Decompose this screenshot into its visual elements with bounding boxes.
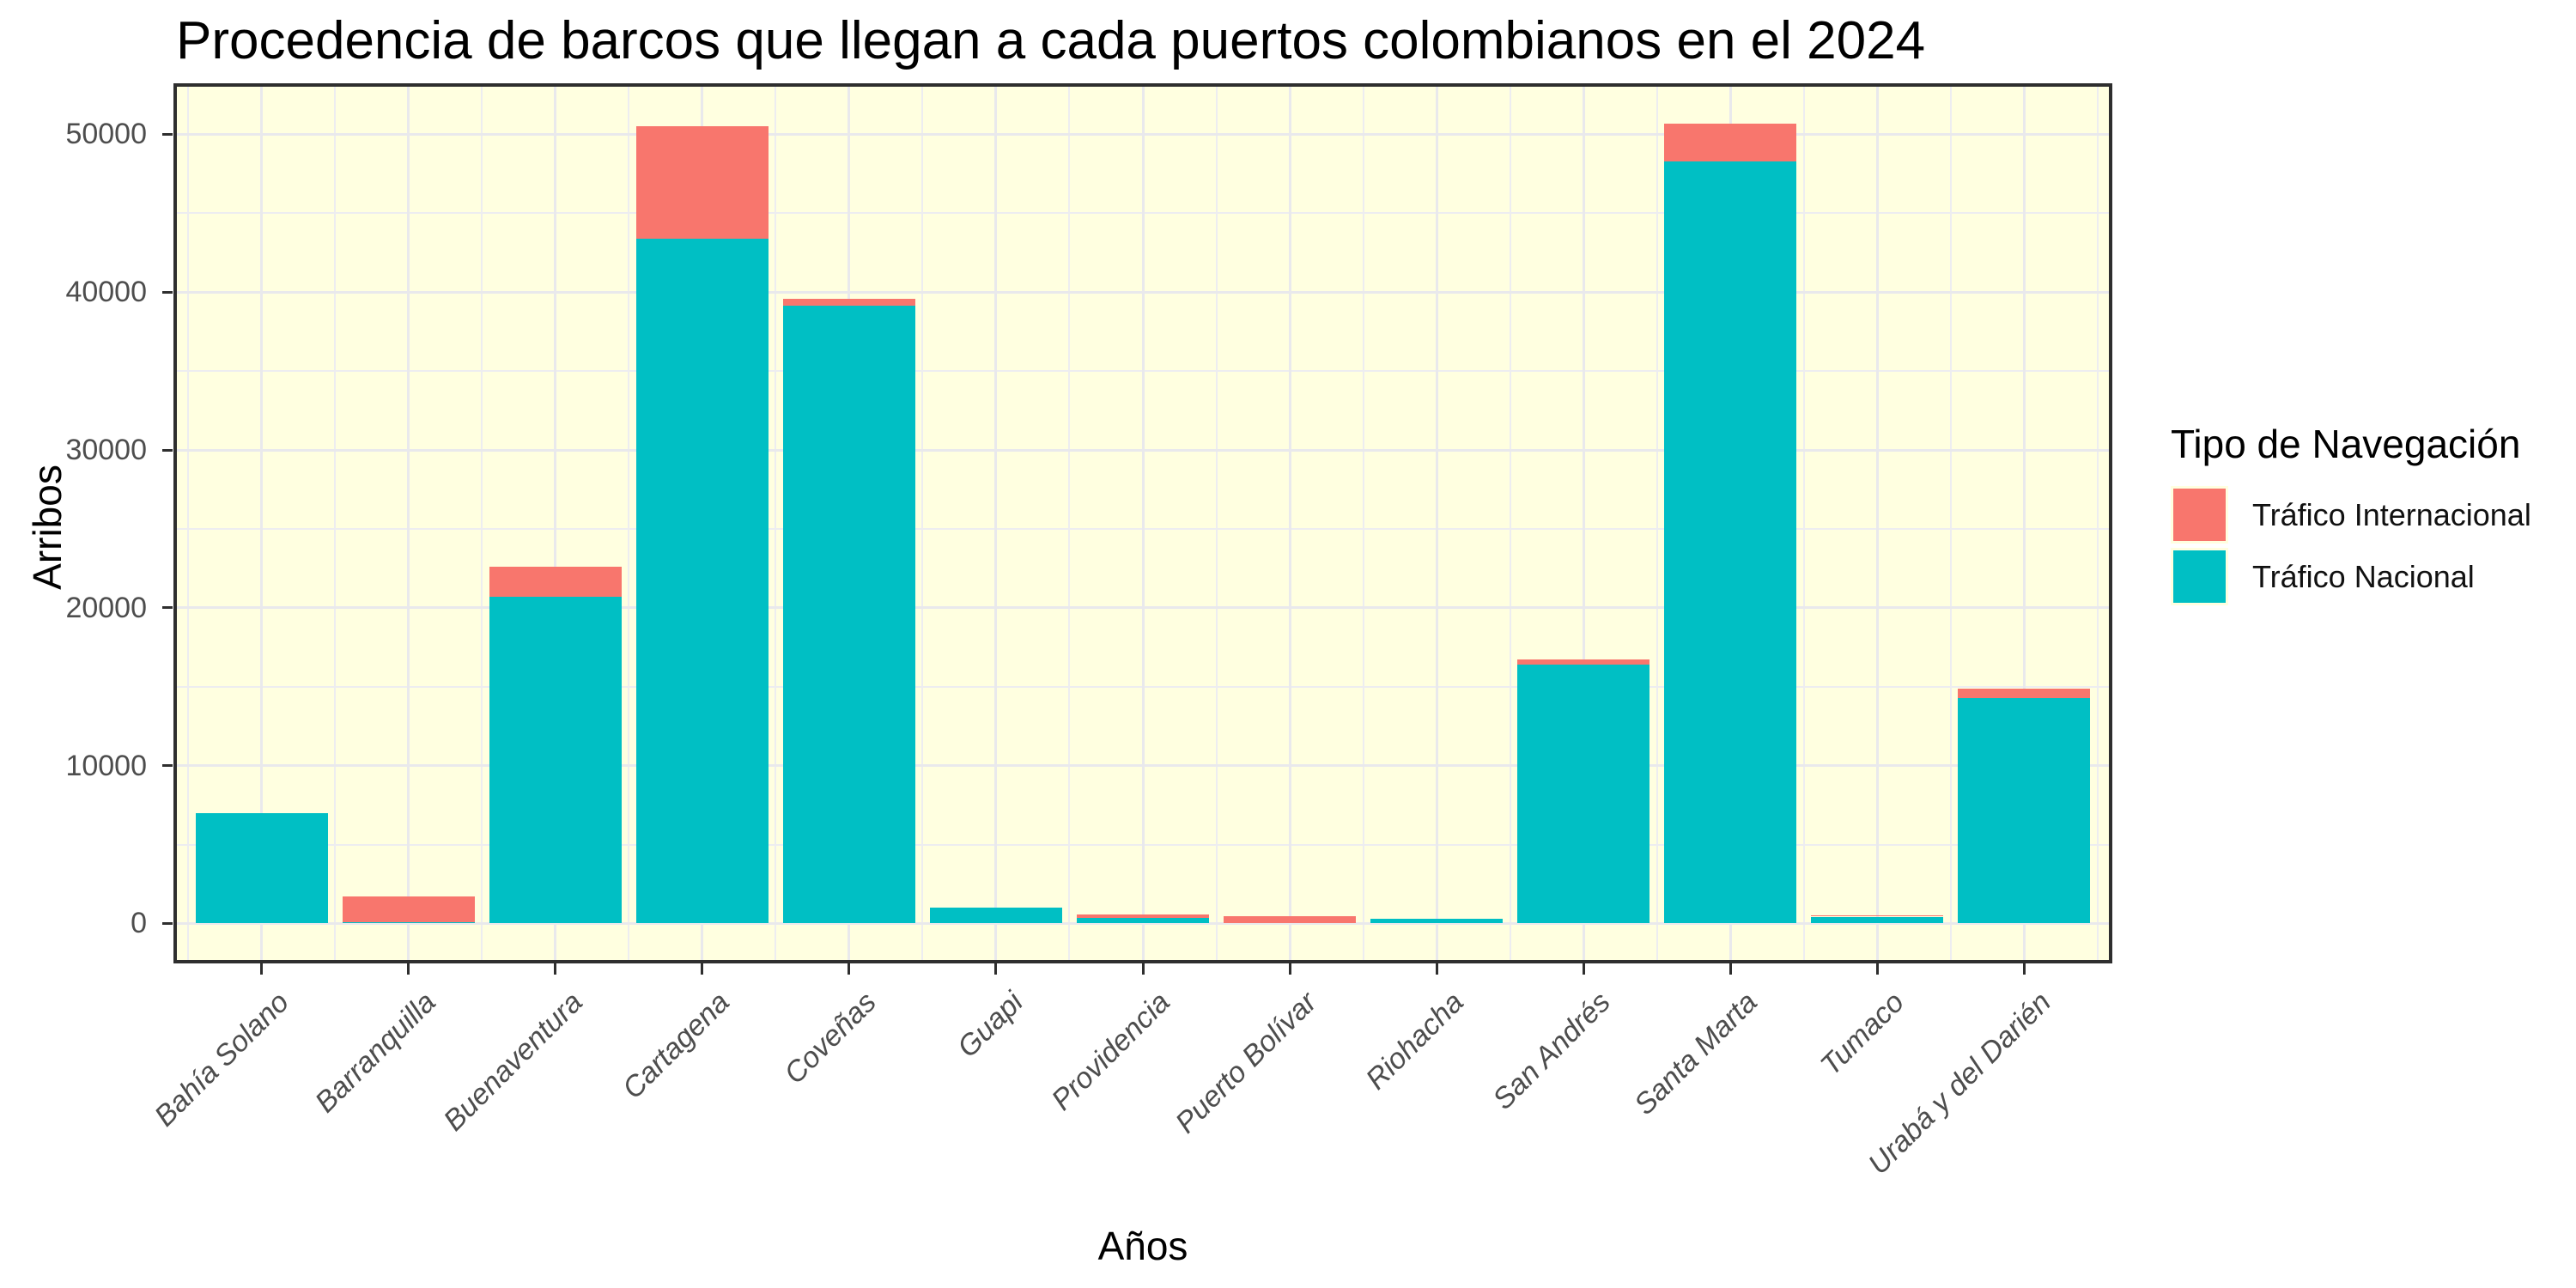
bar-segment-nacional xyxy=(1517,664,1650,924)
legend-swatch xyxy=(2171,548,2228,605)
gridline-major-vertical xyxy=(1288,83,1291,963)
legend-title: Tipo de Navegación xyxy=(2171,422,2521,466)
y-tick-label: 40000 xyxy=(65,276,147,309)
gridline-major-vertical xyxy=(1435,83,1438,963)
y-tick-label: 20000 xyxy=(65,591,147,624)
y-tick-mark xyxy=(162,448,173,452)
x-tick-mark xyxy=(1875,963,1879,975)
legend-swatch-color xyxy=(2173,489,2226,541)
bar-segment-nacional xyxy=(1958,697,2091,924)
bar-segment-internacional xyxy=(1811,915,1944,917)
x-axis-title: Años xyxy=(1097,1224,1188,1268)
gridline-major-vertical xyxy=(260,83,264,963)
bar-segment-internacional xyxy=(1664,123,1797,161)
gridline-minor-vertical xyxy=(628,83,630,963)
gridline-minor-vertical xyxy=(1068,83,1071,963)
x-tick-mark xyxy=(1582,963,1585,975)
bar-segment-nacional xyxy=(1811,916,1944,924)
bar-segment-internacional xyxy=(1958,688,2091,698)
plot-panel xyxy=(173,83,2112,963)
bar-segment-nacional xyxy=(782,306,915,924)
x-tick-label: Bahía Solano xyxy=(148,986,295,1133)
gridline-major-vertical xyxy=(2022,83,2026,963)
y-tick-mark xyxy=(162,764,173,768)
bar-segment-nacional xyxy=(1664,161,1797,924)
gridline-minor-vertical xyxy=(775,83,777,963)
x-tick-mark xyxy=(260,963,264,975)
legend: Tipo de Navegación Tráfico Internacional… xyxy=(2171,421,2531,610)
bar-segment-internacional xyxy=(1517,659,1650,665)
bar-segment-nacional xyxy=(635,238,769,924)
y-tick-mark xyxy=(162,921,173,925)
bar-segment-internacional xyxy=(1077,914,1209,918)
gridline-major-vertical xyxy=(994,83,998,963)
legend-label: Tráfico Nacional xyxy=(2252,558,2475,594)
x-tick-mark xyxy=(1435,963,1438,975)
gridline-minor-vertical xyxy=(921,83,924,963)
gridline-minor-vertical xyxy=(1949,83,1952,963)
gridline-minor-vertical xyxy=(2096,83,2099,963)
y-tick-label: 30000 xyxy=(65,434,147,467)
gridline-minor-vertical xyxy=(1656,83,1658,963)
bar-segment-nacional xyxy=(1370,919,1504,924)
gridline-minor-vertical xyxy=(1509,83,1511,963)
y-tick-mark xyxy=(162,290,173,294)
y-tick-label: 10000 xyxy=(65,749,147,782)
gridline-minor-vertical xyxy=(187,83,190,963)
gridline-major-vertical xyxy=(407,83,410,963)
x-tick-mark xyxy=(1288,963,1291,975)
bar-segment-internacional xyxy=(342,896,475,922)
bar-segment-internacional xyxy=(489,567,622,597)
bar-segment-nacional xyxy=(195,812,328,924)
legend-label: Tráfico Internacional xyxy=(2252,496,2531,532)
y-tick-mark xyxy=(162,132,173,136)
bar-segment-nacional xyxy=(1077,917,1209,924)
gridline-major-vertical xyxy=(554,83,557,963)
y-tick-label: 50000 xyxy=(65,118,147,151)
gridline-major-vertical xyxy=(1875,83,1879,963)
gridline-major-vertical xyxy=(1141,83,1145,963)
x-tick-mark xyxy=(994,963,998,975)
legend-key: Tráfico Nacional xyxy=(2171,548,2531,605)
legend-swatch xyxy=(2171,486,2228,544)
x-tick-mark xyxy=(701,963,704,975)
gridline-minor-vertical xyxy=(334,83,337,963)
x-tick-mark xyxy=(1141,963,1145,975)
y-tick-mark xyxy=(162,606,173,610)
legend-swatch-color xyxy=(2173,550,2226,603)
gridline-minor-vertical xyxy=(1362,83,1364,963)
bar-segment-nacional xyxy=(489,596,622,924)
x-tick-mark xyxy=(407,963,410,975)
gridline-major-vertical xyxy=(1582,83,1585,963)
bar-segment-nacional xyxy=(342,921,475,924)
gridline-minor-vertical xyxy=(1215,83,1218,963)
legend-key: Tráfico Internacional xyxy=(2171,486,2531,544)
legend-keys: Tráfico Internacional Tráfico Nacional xyxy=(2171,486,2531,610)
bar-segment-internacional xyxy=(1224,915,1357,924)
y-tick-label: 0 xyxy=(131,907,147,940)
bar-segment-internacional xyxy=(782,299,915,307)
bar-segment-nacional xyxy=(929,908,1062,924)
x-tick-mark xyxy=(1728,963,1732,975)
gridline-minor-vertical xyxy=(1802,83,1805,963)
x-tick-mark xyxy=(848,963,851,975)
y-axis-title: Arribos xyxy=(25,465,70,590)
chart-title: Procedencia de barcos que llegan a cada … xyxy=(176,11,1926,70)
x-tick-mark xyxy=(2022,963,2026,975)
gridline-minor-vertical xyxy=(481,83,483,963)
bar-segment-internacional xyxy=(635,126,769,239)
x-tick-mark xyxy=(554,963,557,975)
